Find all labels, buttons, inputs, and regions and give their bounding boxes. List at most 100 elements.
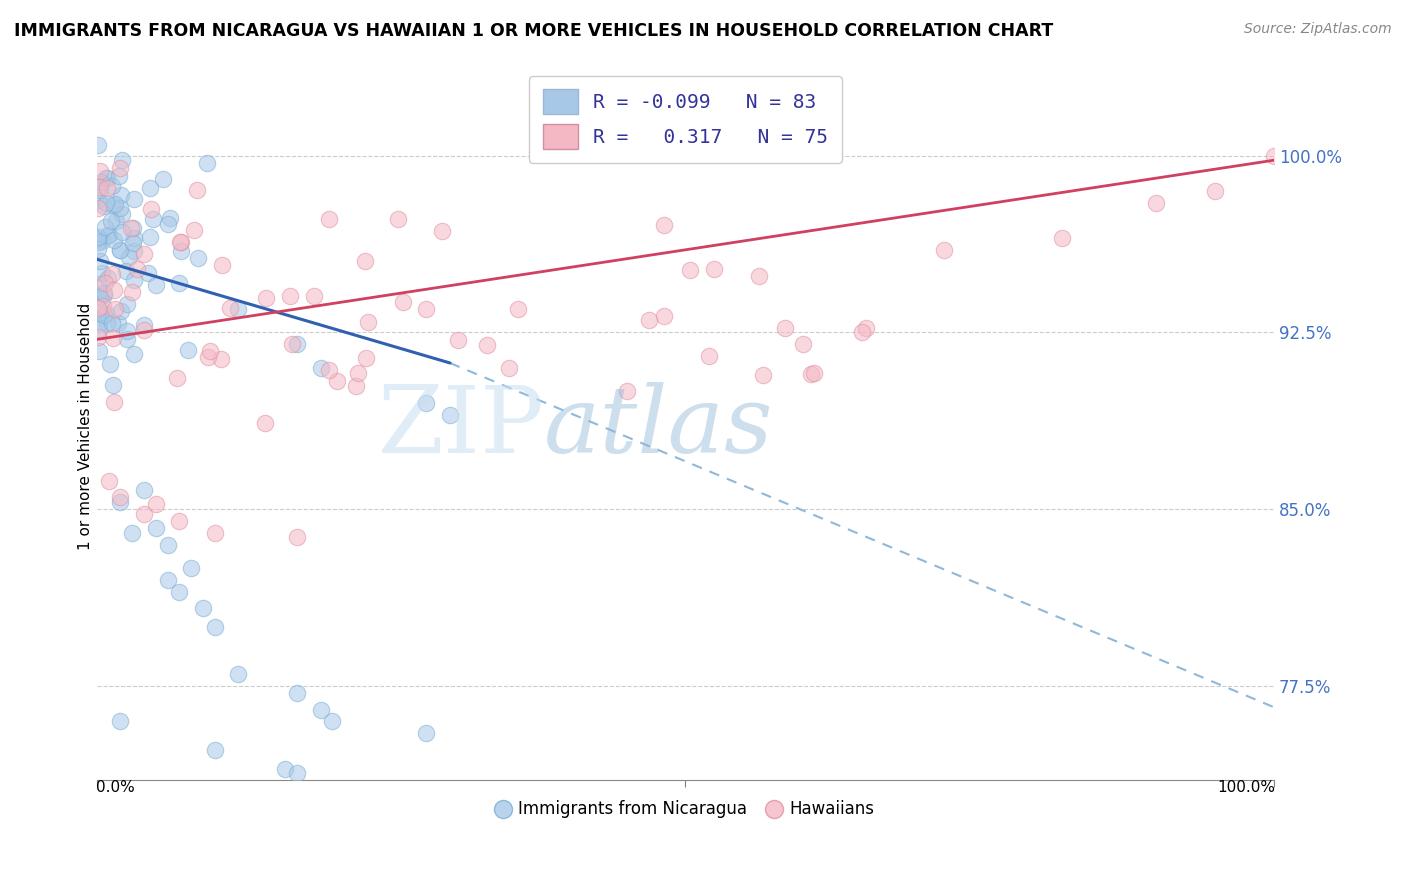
Point: [354, 254, 377, 268]
Point: [638, 313, 661, 327]
Point: [159, 211, 181, 226]
Point: [110, 491, 132, 505]
Point: [111, 207, 134, 221]
Point: [318, 211, 340, 226]
Point: [89, 322, 111, 336]
Point: [110, 495, 132, 509]
Point: [855, 321, 877, 335]
Point: [101, 198, 124, 212]
Point: [1144, 195, 1167, 210]
Point: [752, 368, 775, 383]
Point: [87, 231, 110, 245]
Point: [321, 714, 343, 729]
Point: [134, 247, 156, 261]
Point: [439, 408, 461, 422]
Point: [87, 137, 110, 152]
Point: [652, 309, 675, 323]
Point: [89, 164, 111, 178]
Point: [120, 221, 142, 235]
Point: [107, 169, 129, 184]
Point: [145, 278, 167, 293]
Text: 100.0%: 100.0%: [1218, 780, 1275, 796]
Point: [97, 270, 120, 285]
Point: [506, 302, 529, 317]
Point: [1050, 231, 1073, 245]
Point: [125, 262, 148, 277]
Point: [89, 290, 111, 304]
Point: [803, 366, 825, 380]
Point: [108, 201, 131, 215]
Point: [110, 304, 132, 318]
Point: [101, 267, 124, 281]
Point: [800, 367, 823, 381]
Point: [302, 288, 325, 302]
Point: [166, 371, 188, 385]
Point: [219, 301, 242, 315]
Point: [274, 762, 297, 776]
Point: [156, 573, 179, 587]
Point: [97, 227, 120, 242]
Point: [87, 277, 110, 292]
Point: [122, 244, 145, 258]
Point: [96, 171, 118, 186]
Point: [169, 584, 191, 599]
Point: [110, 187, 132, 202]
Point: [285, 337, 308, 351]
Point: [344, 378, 367, 392]
Point: [97, 474, 120, 488]
Point: [346, 366, 368, 380]
Point: [100, 214, 122, 228]
Point: [121, 525, 143, 540]
Point: [145, 521, 167, 535]
Point: [115, 324, 138, 338]
Point: [186, 183, 208, 197]
Point: [851, 326, 873, 340]
Point: [169, 235, 191, 250]
Point: [357, 315, 380, 329]
Point: [114, 263, 136, 277]
Point: [97, 227, 120, 242]
Point: [187, 251, 209, 265]
Point: [87, 201, 110, 215]
Point: [198, 343, 221, 358]
Point: [156, 537, 179, 551]
Point: [318, 362, 340, 376]
Point: [93, 285, 115, 300]
Point: [94, 220, 117, 235]
Point: [197, 350, 219, 364]
Point: [209, 351, 232, 366]
Point: [498, 360, 520, 375]
Text: atlas: atlas: [544, 382, 773, 472]
Point: [132, 323, 155, 337]
Point: [89, 344, 111, 359]
Point: [748, 269, 770, 284]
Point: [195, 155, 218, 169]
Point: [934, 243, 956, 257]
Point: [87, 306, 110, 320]
Point: [105, 214, 128, 228]
Point: [475, 338, 498, 352]
Point: [87, 330, 110, 344]
Point: [89, 183, 111, 197]
Point: [156, 217, 179, 231]
Point: [94, 196, 117, 211]
Point: [139, 229, 162, 244]
Point: [87, 235, 110, 250]
Point: [354, 351, 377, 365]
Point: [121, 285, 143, 300]
Point: [447, 334, 470, 348]
Point: [100, 178, 122, 193]
Point: [96, 317, 118, 331]
Point: [103, 233, 125, 247]
Point: [111, 225, 134, 239]
Point: [104, 301, 127, 316]
Point: [170, 244, 193, 258]
Point: [94, 276, 117, 290]
Point: [124, 273, 146, 287]
Point: [101, 377, 124, 392]
Point: [118, 250, 141, 264]
Point: [93, 308, 115, 322]
Point: [326, 375, 349, 389]
Point: [226, 667, 249, 681]
Text: Source: ZipAtlas.com: Source: ZipAtlas.com: [1244, 22, 1392, 37]
